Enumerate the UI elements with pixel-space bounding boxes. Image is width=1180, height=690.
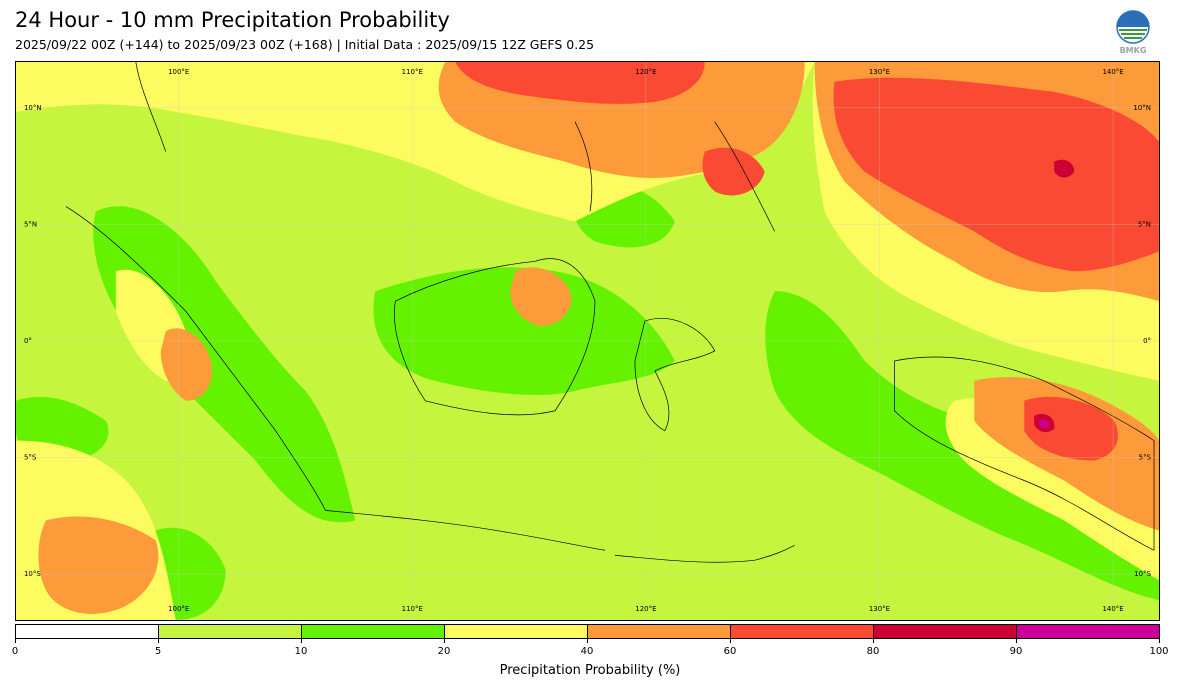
lat-label: 5°S: [24, 454, 37, 462]
colorbar-tickmark: [15, 639, 16, 643]
colorbar-tickmark: [301, 639, 302, 643]
colorbar-tick-label: 0: [11, 646, 19, 657]
colorbar-segment-20-40: [445, 625, 588, 638]
colorbar-tick-label: 20: [437, 646, 451, 657]
lat-labels-right: 10°N 5°N 0° 5°S 10°S: [1133, 104, 1151, 578]
lon-labels-bottom: 100°E 110°E 120°E 130°E 140°E: [168, 605, 1124, 613]
colorbar-segment-80-90: [874, 625, 1017, 638]
colorbar-tickmark: [444, 639, 445, 643]
gridlines: [16, 62, 1159, 620]
colorbar-tick-label: 40: [580, 646, 594, 657]
colorbar-tickmark: [1016, 639, 1017, 643]
lat-label: 5°N: [24, 220, 37, 228]
colorbar-tick-label: 80: [866, 646, 880, 657]
colorbar: [15, 624, 1160, 639]
lat-label: 5°N: [1138, 220, 1151, 228]
lat-label: 10°S: [1134, 570, 1151, 578]
lat-label: 5°S: [1139, 454, 1152, 462]
lon-label: 130°E: [869, 68, 890, 76]
lat-label: 10°N: [24, 104, 42, 112]
bmkg-logo-icon: BMKG: [1112, 10, 1154, 56]
lon-label: 100°E: [168, 68, 189, 76]
colorbar-tickmark: [873, 639, 874, 643]
map-title: 24 Hour - 10 mm Precipitation Probabilit…: [15, 8, 450, 32]
lat-labels-left: 10°N 5°N 0° 5°S 10°S: [24, 104, 42, 578]
colorbar-label: Precipitation Probability (%): [499, 663, 681, 678]
colorbar-tick-label: 60: [723, 646, 737, 657]
colorbar-segment-90-100: [1017, 625, 1159, 638]
probability-field-60-80: [455, 62, 1159, 461]
colorbar-tick-label: 100: [1149, 646, 1169, 657]
lon-label: 100°E: [168, 605, 189, 613]
map-subtitle: 2025/09/22 00Z (+144) to 2025/09/23 00Z …: [15, 37, 595, 52]
colorbar-tick-label: 10: [294, 646, 308, 657]
colorbar-tickmark: [587, 639, 588, 643]
precipitation-map: 100°E 110°E 120°E 130°E 140°E 100°E 110°…: [15, 61, 1160, 621]
lon-label: 110°E: [402, 68, 423, 76]
lon-label: 140°E: [1102, 68, 1123, 76]
logo-text: BMKG: [1120, 46, 1147, 55]
lon-label: 140°E: [1102, 605, 1123, 613]
lat-label: 10°S: [24, 570, 41, 578]
lat-label: 0°: [1143, 337, 1151, 345]
lon-label: 120°E: [635, 605, 656, 613]
colorbar-segment-60-80: [731, 625, 874, 638]
colorbar-tickmark: [1159, 639, 1160, 643]
lon-label: 130°E: [869, 605, 890, 613]
colorbar-tickmark: [158, 639, 159, 643]
lon-labels-top: 100°E 110°E 120°E 130°E 140°E: [168, 68, 1124, 76]
probability-field-90-100: [1039, 419, 1049, 429]
colorbar-segment-40-60: [588, 625, 731, 638]
colorbar-tickmark: [730, 639, 731, 643]
colorbar-tick-label: 90: [1009, 646, 1023, 657]
colorbar-segment-5-10: [159, 625, 302, 638]
colorbar-tick-label: 5: [154, 646, 162, 657]
colorbar-segment-10-20: [302, 625, 445, 638]
lat-label: 10°N: [1133, 104, 1151, 112]
lon-label: 120°E: [635, 68, 656, 76]
colorbar-segment-0-5: [16, 625, 159, 638]
lat-label: 0°: [24, 337, 32, 345]
lon-label: 110°E: [402, 605, 423, 613]
